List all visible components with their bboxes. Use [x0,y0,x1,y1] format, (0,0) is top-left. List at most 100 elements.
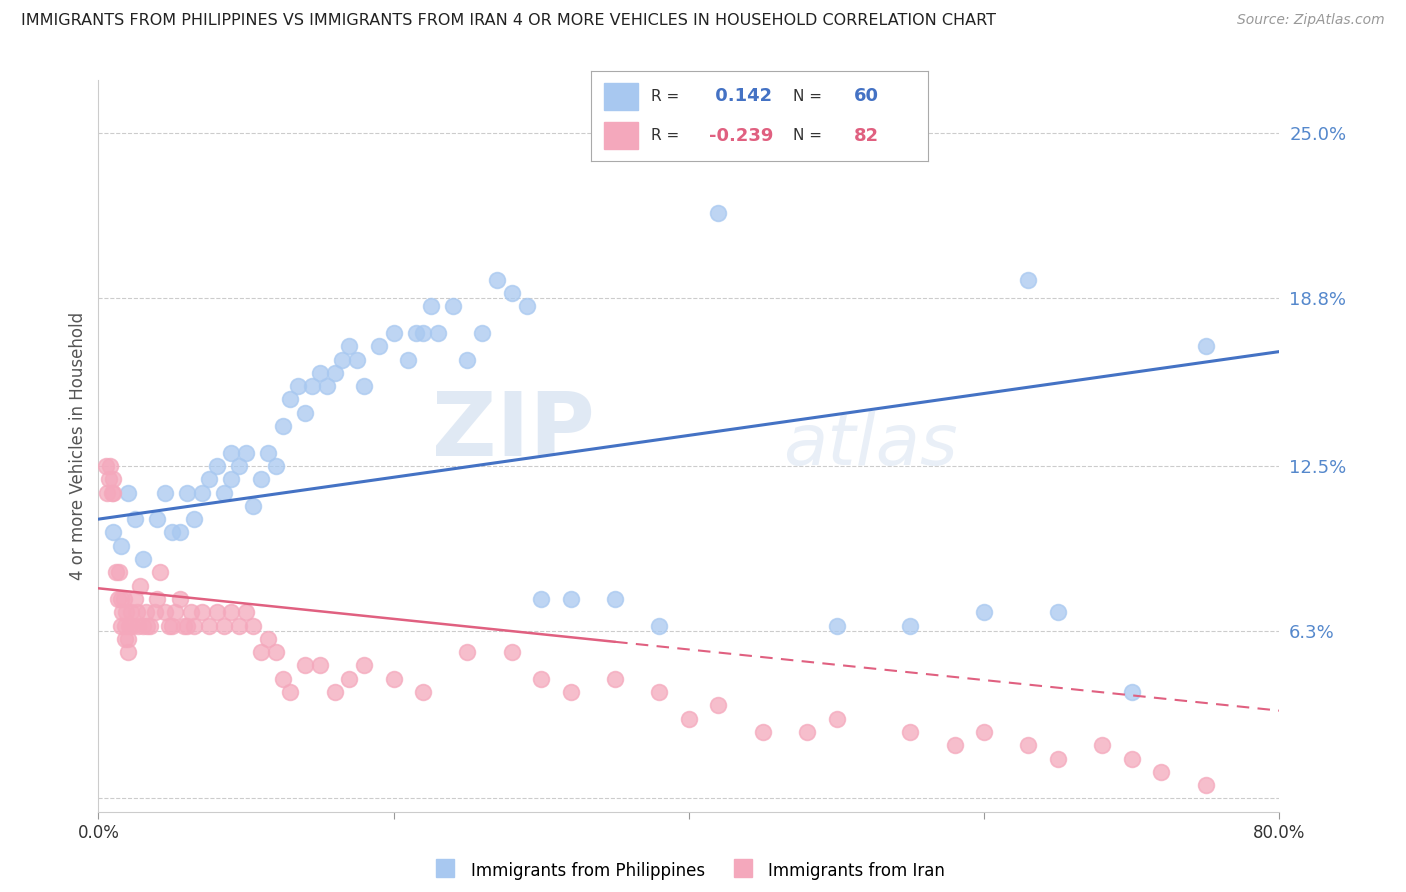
Point [405,326,427,340]
Point [353,658,375,673]
Point [316,379,339,393]
Point [382,326,405,340]
Point [294,406,316,420]
Text: atlas: atlas [783,411,957,481]
Point [94,458,117,473]
Text: -0.239: -0.239 [709,127,773,145]
Point [900,618,922,632]
Point [501,286,523,301]
Point [323,685,346,699]
Point [149,566,172,580]
Point [396,352,419,367]
Point [1195,339,1218,353]
Point [132,552,155,566]
Point [191,605,214,619]
Point [605,672,627,686]
Point [114,618,136,632]
Point [412,685,434,699]
Point [471,326,494,340]
Point [486,273,509,287]
Point [751,725,773,739]
Point [228,458,250,473]
Point [135,605,157,619]
Text: 60: 60 [853,87,879,105]
Point [678,712,700,726]
Point [103,485,125,500]
Point [228,618,250,632]
Point [114,632,136,646]
Point [110,539,132,553]
Point [212,485,235,500]
Point [271,419,294,434]
Text: 82: 82 [853,127,879,145]
Point [169,525,191,540]
Point [605,591,627,606]
Point [219,472,242,486]
Point [1121,751,1143,765]
Point [97,472,120,486]
Point [456,352,478,367]
Point [278,392,302,407]
Point [212,618,235,632]
Point [198,472,221,486]
Point [103,472,125,486]
Point [427,326,450,340]
Point [412,326,434,340]
Point [419,299,441,313]
Point [250,645,273,659]
Point [257,445,280,459]
Point [157,618,180,632]
Point [301,379,323,393]
Point [136,618,159,632]
Text: Source: ZipAtlas.com: Source: ZipAtlas.com [1237,13,1385,28]
Point [707,206,730,220]
Text: R =: R = [651,128,685,143]
Point [191,485,214,500]
Point [648,618,671,632]
Point [153,485,176,500]
Point [173,618,195,632]
Point [146,512,169,526]
Point [943,738,966,752]
Point [112,591,135,606]
Point [1017,273,1039,287]
Point [973,605,995,619]
Legend: Immigrants from Philippines, Immigrants from Iran: Immigrants from Philippines, Immigrants … [426,854,952,888]
Point [169,591,191,606]
Point [143,605,166,619]
Point [132,618,155,632]
Point [368,339,391,353]
Point [127,618,149,632]
Text: N =: N = [793,89,827,103]
Point [110,618,132,632]
Point [183,512,205,526]
Bar [605,122,638,149]
Point [346,352,368,367]
Point [176,618,198,632]
Point [125,605,148,619]
Point [339,672,360,686]
Point [339,339,360,353]
Y-axis label: 4 or more Vehicles in Household: 4 or more Vehicles in Household [69,312,87,580]
Point [441,299,464,313]
Point [456,645,478,659]
Text: N =: N = [793,128,827,143]
Point [560,591,582,606]
Point [103,525,125,540]
Point [100,485,122,500]
Point [117,485,139,500]
Point [264,645,287,659]
Point [330,352,353,367]
Point [176,485,198,500]
Point [1091,738,1114,752]
Point [250,472,273,486]
Point [278,685,302,699]
Point [530,672,553,686]
Point [118,618,141,632]
Point [242,618,264,632]
Point [1150,764,1173,779]
Point [107,591,129,606]
Point [235,445,257,459]
Point [219,445,242,459]
Point [257,632,280,646]
